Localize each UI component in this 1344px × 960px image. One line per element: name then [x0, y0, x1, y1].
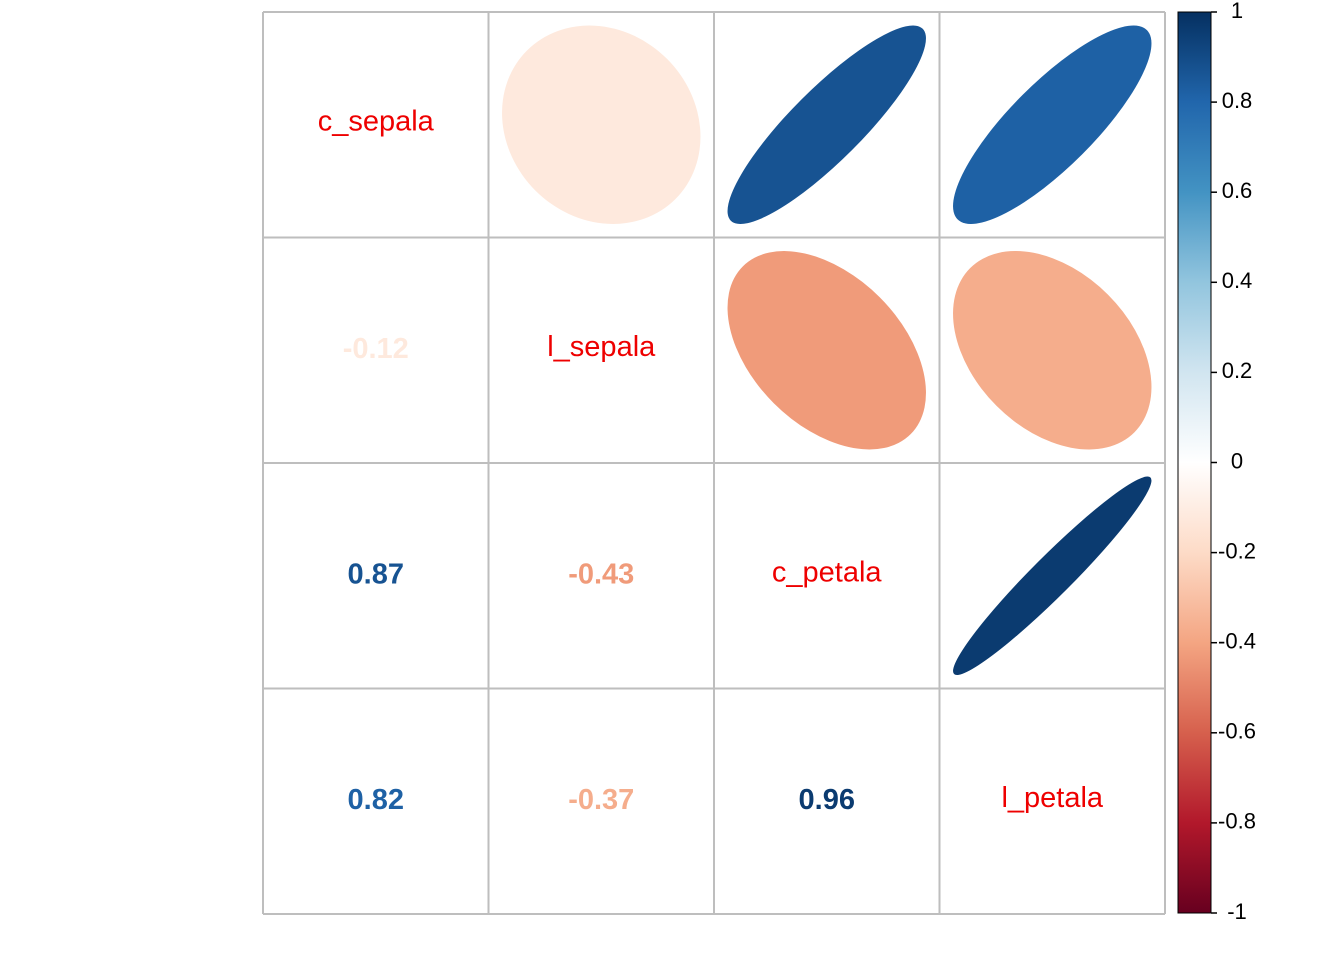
diag-label-l_petala: l_petala: [1001, 782, 1103, 814]
colorbar-tick-label: 1: [1231, 0, 1243, 23]
cell-2-0: [263, 463, 489, 689]
ellipse-c_sepala-l_petala: [953, 25, 1152, 224]
diag-label-l_sepala: l_sepala: [547, 331, 656, 363]
colorbar-tick-label: 0.6: [1222, 178, 1253, 203]
coef-label-3-2: 0.96: [799, 784, 855, 816]
ellipse-c_sepala-l_sepala: [502, 25, 701, 224]
colorbar-tick-label: 0.4: [1222, 268, 1253, 293]
colorbar-tick-label: -0.6: [1218, 719, 1256, 744]
matrix-labels: c_sepala l_sepala c_petala l_petala -0.12 0.8…: [318, 105, 1104, 816]
coef-label-2-1: -0.43: [568, 558, 634, 590]
colorbar-gradient: [1177, 11, 1212, 914]
ellipse-c_sepala-c_petala: [727, 25, 926, 224]
cell-2-1: [488, 463, 714, 689]
colorbar: 1 0.8 0.6 0.4 0.2 0 -0.2 -0.4 -0.6 -0.8 -1: [1177, 0, 1256, 924]
colorbar-tick-label: -0.2: [1218, 538, 1256, 563]
cell-3-3: [939, 688, 1165, 914]
cell-1-0: [263, 237, 489, 463]
matrix-grid: [262, 11, 1166, 915]
colorbar-tick-label: -0.8: [1218, 809, 1256, 834]
coef-label-3-1: -0.37: [568, 784, 634, 816]
diag-label-c_sepala: c_sepala: [318, 105, 435, 137]
colorbar-ticks: 1 0.8 0.6 0.4 0.2 0 -0.2 -0.4 -0.6 -0.8 -1: [1211, 0, 1256, 924]
ellipse-l_sepala-c_petala: [727, 251, 926, 450]
coef-label-3-0: 0.82: [348, 784, 404, 816]
colorbar-tick-label: 0: [1231, 448, 1243, 473]
coef-label-2-0: 0.87: [348, 558, 404, 590]
ellipse-l_sepala-l_petala: [953, 251, 1152, 450]
diag-label-c_petala: c_petala: [772, 556, 883, 588]
coef-label-1-0: -0.12: [343, 333, 409, 365]
colorbar-tick-label: 0.2: [1222, 358, 1253, 383]
cell-0-0: [263, 12, 489, 238]
cell-3-0: [263, 688, 489, 914]
colorbar-tick-label: 0.8: [1222, 88, 1253, 113]
cell-3-2: [714, 688, 940, 914]
ellipse-c_petala-l_petala: [953, 476, 1152, 675]
colorbar-tick-label: -0.4: [1218, 629, 1256, 654]
cell-3-1: [488, 688, 714, 914]
cell-1-1: [488, 237, 714, 463]
colorbar-tick-label: -1: [1227, 899, 1247, 924]
ellipse-marks: [502, 25, 1152, 675]
cell-2-2: [714, 463, 940, 689]
